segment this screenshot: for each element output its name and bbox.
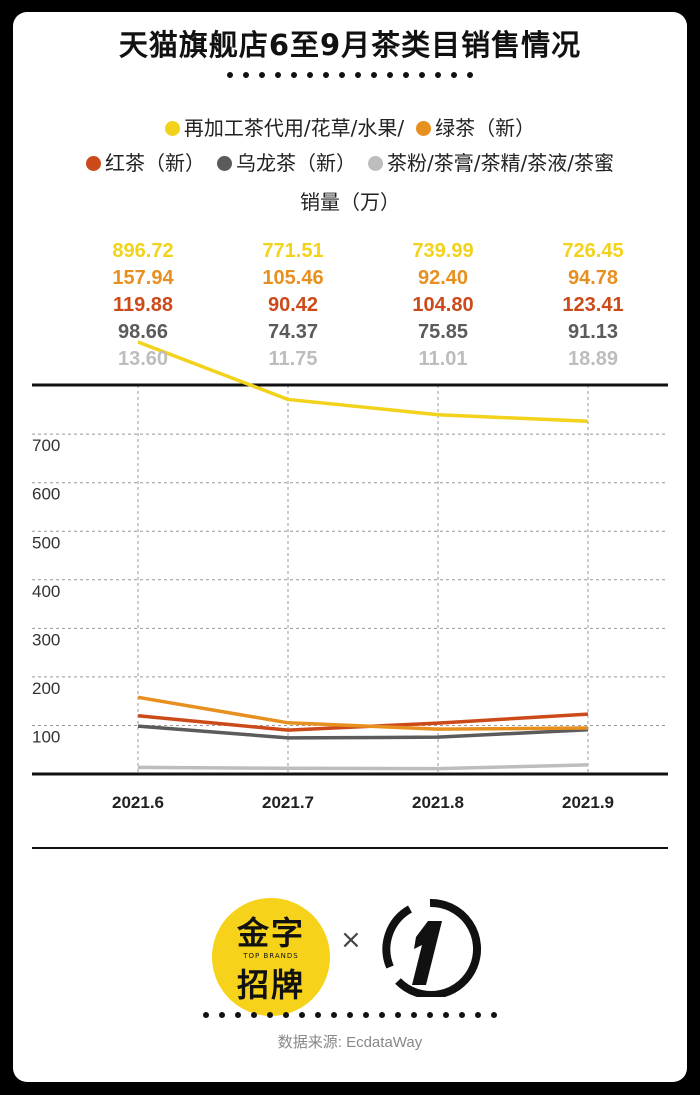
jinzi-logo: 金字 TOP BRANDS 招牌 bbox=[212, 898, 330, 1016]
chart-card bbox=[13, 12, 687, 1082]
data-label: 726.45 bbox=[562, 240, 623, 262]
data-label: 771.51 bbox=[262, 240, 323, 262]
data-label: 90.42 bbox=[268, 294, 318, 316]
legend-swatch bbox=[416, 121, 432, 136]
logo-text-bottom: 招牌 bbox=[236, 966, 305, 1004]
series-line bbox=[137, 695, 589, 731]
data-label: 74.37 bbox=[268, 321, 318, 343]
data-label: 11.01 bbox=[419, 348, 468, 370]
y-tick-label: 200 bbox=[32, 679, 60, 698]
y-tick-label: 500 bbox=[32, 533, 60, 552]
title-divider-dots bbox=[0, 72, 700, 78]
data-label: 119.88 bbox=[113, 294, 173, 316]
data-label: 98.66 bbox=[118, 321, 168, 343]
y-tick-label: 700 bbox=[32, 436, 60, 455]
legend-swatch bbox=[86, 156, 102, 171]
x-tick-label: 2021.8 bbox=[412, 793, 464, 812]
legend-row-1: 再加工茶代用/花草/水果/绿茶（新） bbox=[0, 112, 700, 141]
y-tick-label: 600 bbox=[32, 485, 60, 504]
legend-item: 茶粉/茶膏/茶精/茶液/茶蜜 bbox=[368, 147, 614, 176]
legend-swatch bbox=[164, 121, 180, 136]
x-tick-label: 2021.6 bbox=[112, 793, 164, 812]
data-label: 104.80 bbox=[412, 294, 473, 316]
ecdataway-logo-icon bbox=[382, 898, 482, 997]
legend-item: 红茶（新） bbox=[86, 147, 205, 176]
legend-label: 红茶（新） bbox=[105, 151, 206, 175]
data-label: 91.13 bbox=[568, 321, 618, 343]
x-tick-label: 2021.9 bbox=[562, 793, 614, 812]
data-label: 18.89 bbox=[568, 348, 618, 370]
data-label: 92.40 bbox=[418, 267, 468, 289]
logo-text-small: TOP BRANDS bbox=[243, 952, 299, 960]
y-tick-label: 400 bbox=[32, 582, 60, 601]
data-label: 94.78 bbox=[568, 267, 618, 289]
chart-title: 天猫旗舰店6至9月茶类目销售情况 bbox=[118, 28, 582, 62]
legend-row-2: 红茶（新） 乌龙茶（新） 茶粉/茶膏/茶精/茶液/茶蜜 bbox=[0, 147, 700, 176]
data-label: 739.99 bbox=[412, 240, 473, 262]
logo-text-top: 金字 bbox=[236, 914, 305, 952]
data-label: 123.41 bbox=[562, 294, 623, 316]
legend-swatch bbox=[217, 156, 233, 171]
data-label: 13.60 bbox=[118, 348, 168, 370]
x-tick-label: 2021.7 bbox=[262, 793, 314, 812]
legend-label: 再加工茶代用/花草/水果/ bbox=[183, 116, 405, 140]
legend-item: 再加工茶代用/花草/水果/ bbox=[164, 112, 405, 141]
data-label: 105.46 bbox=[262, 267, 323, 289]
legend-label: 乌龙茶（新） bbox=[236, 151, 357, 175]
legend-item: 乌龙茶（新） bbox=[217, 147, 356, 176]
series-line bbox=[137, 340, 589, 424]
data-source: 数据来源: EcdataWay bbox=[277, 1034, 423, 1051]
unit-label: 销量（万） bbox=[300, 190, 400, 214]
times-sign: × bbox=[340, 925, 362, 955]
legend-swatch bbox=[368, 156, 384, 171]
data-label: 896.72 bbox=[112, 240, 173, 262]
line-chart: 100 200 300 400 500 600 700 2021.6 2021.7 2021.8 2… bbox=[32, 240, 668, 849]
y-tick-label: 300 bbox=[32, 630, 60, 649]
footer-divider-dots bbox=[0, 1012, 700, 1018]
data-label: 11.75 bbox=[269, 348, 318, 370]
series-line bbox=[137, 724, 589, 740]
legend-label: 茶粉/茶膏/茶精/茶液/茶蜜 bbox=[387, 151, 614, 175]
data-label: 75.85 bbox=[418, 321, 468, 343]
legend-item: 绿茶（新） bbox=[416, 112, 535, 141]
data-label: 157.94 bbox=[112, 267, 174, 289]
series-line bbox=[137, 763, 589, 771]
legend-label: 绿茶（新） bbox=[435, 116, 536, 140]
y-tick-label: 100 bbox=[32, 727, 60, 746]
